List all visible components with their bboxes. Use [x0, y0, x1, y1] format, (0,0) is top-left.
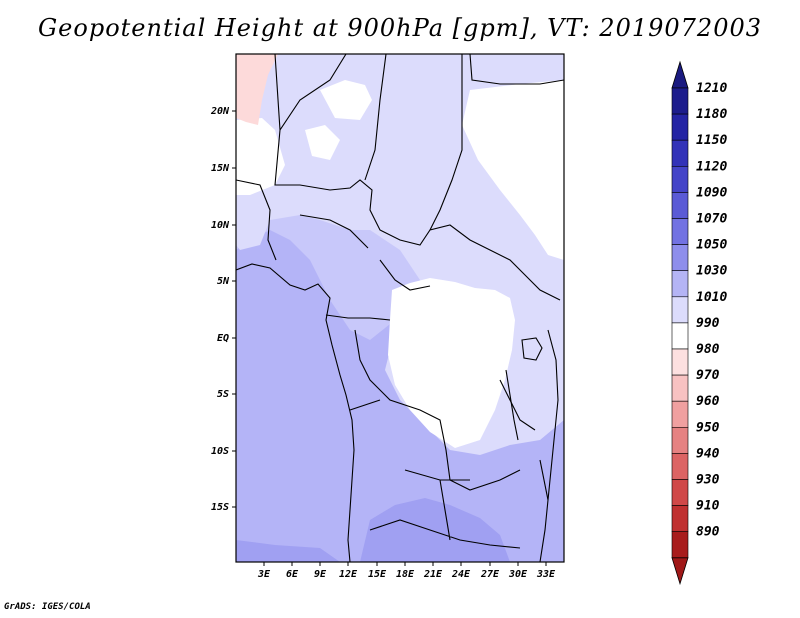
colorbar-swatch: [671, 426, 689, 454]
colorbar-swatch: [671, 218, 689, 245]
lon-label: 24E: [451, 569, 471, 580]
colorbar-top-arrow: [671, 60, 689, 89]
colorbar-bottom-arrow: [671, 557, 689, 586]
lon-label: 15E: [368, 569, 387, 580]
colorbar-label: 1090: [696, 185, 727, 200]
lon-label: 27E: [480, 569, 500, 580]
colorbar-swatch: [671, 322, 689, 350]
lat-label: 15S: [211, 502, 229, 513]
lake-malawi: [539, 459, 549, 501]
colorbar-swatch: [671, 192, 689, 219]
lat-label: 10S: [211, 446, 229, 457]
colorbar-swatch: [671, 348, 689, 376]
lat-tick-marks: [232, 110, 236, 508]
lat-label: 10N: [211, 220, 230, 231]
lake-tanganyika: [505, 369, 519, 441]
lat-labels: 20N 15N 10N 5N EQ 5S 10S 15S: [210, 106, 230, 513]
lon-label: 33E: [536, 569, 556, 580]
lon-labels: 3E 6E 9E 12E 15E 18E 21E 24E 27E 30E 33E: [257, 569, 556, 580]
colorbar-label: 1120: [696, 159, 727, 174]
colorbar-swatch: [671, 296, 689, 324]
colorbar-label: 930: [696, 473, 720, 488]
lon-label: 30E: [508, 569, 528, 580]
colorbar-label: 1150: [696, 133, 727, 148]
colorbar-swatch: [671, 113, 689, 141]
coastline-west: [236, 263, 355, 562]
colorbar-swatch: [671, 244, 689, 272]
lon-label: 3E: [257, 569, 271, 580]
fill-region-white-patch-2: [305, 125, 340, 160]
colorbar-label: 980: [696, 342, 720, 357]
fill-region-blue-south: [360, 498, 510, 562]
colorbar-label: 1180: [696, 107, 727, 122]
lon-tick-marks: [263, 562, 547, 566]
colorbar-label: 970: [696, 368, 720, 383]
colorbar-swatch: [671, 374, 689, 402]
lat-label: 5S: [217, 389, 229, 400]
lon-label: 9E: [314, 569, 327, 580]
colorbar-swatch: [671, 166, 689, 193]
colorbar-label: 890: [696, 525, 720, 540]
fill-region-blue-southwest: [236, 540, 340, 562]
lat-label: 20N: [210, 106, 230, 117]
fill-region-white-north: [236, 118, 285, 195]
lat-label: 5N: [217, 276, 230, 287]
colorbar-label: 1210: [696, 81, 727, 96]
colorbar-swatch: [671, 270, 689, 298]
lon-label: 21E: [423, 569, 443, 580]
map-frame: [235, 53, 565, 563]
chart-title: Geopotential Height at 900hPa [gpm], VT:…: [38, 14, 762, 42]
coastline-east: [539, 329, 559, 562]
lon-label: 18E: [396, 569, 415, 580]
lon-label: 6E: [286, 569, 299, 580]
colorbar-label: 1070: [696, 212, 727, 227]
colorbar-swatch: [671, 139, 689, 167]
colorbar-label: 1010: [696, 290, 727, 305]
grads-credit: GrADS: IGES/COLA: [4, 602, 91, 612]
country-borders: [236, 54, 564, 562]
colorbar-label: 990: [696, 316, 720, 331]
colorbar-swatch: [671, 531, 689, 559]
lat-label: 15N: [211, 163, 230, 174]
contour-fill-layer: [236, 54, 564, 562]
colorbar-label: 1030: [696, 264, 727, 279]
colorbar-swatch: [671, 505, 689, 533]
lake-victoria: [521, 337, 543, 361]
colorbar-label: 960: [696, 394, 720, 409]
fill-region-white-northeast: [462, 80, 564, 260]
fill-region-light-red: [236, 54, 278, 125]
lat-label: EQ: [217, 333, 229, 344]
colorbar-label: 950: [696, 420, 720, 435]
colorbar-label: 940: [696, 446, 720, 461]
fill-region-white-patch: [320, 80, 372, 120]
lon-label: 12E: [339, 569, 358, 580]
colorbar-label: 910: [696, 499, 720, 514]
fill-region-white-central: [388, 278, 515, 448]
colorbar: 1210 1180 1150 1120 1090 1070 1050 1030 1010 990 9…: [671, 60, 727, 586]
colorbar-label: 1050: [696, 238, 727, 253]
colorbar-swatch: [671, 479, 689, 506]
colorbar-swatch: [671, 87, 689, 115]
colorbar-swatch: [671, 453, 689, 480]
colorbar-swatch: [671, 400, 689, 428]
border-lines: [236, 54, 564, 549]
